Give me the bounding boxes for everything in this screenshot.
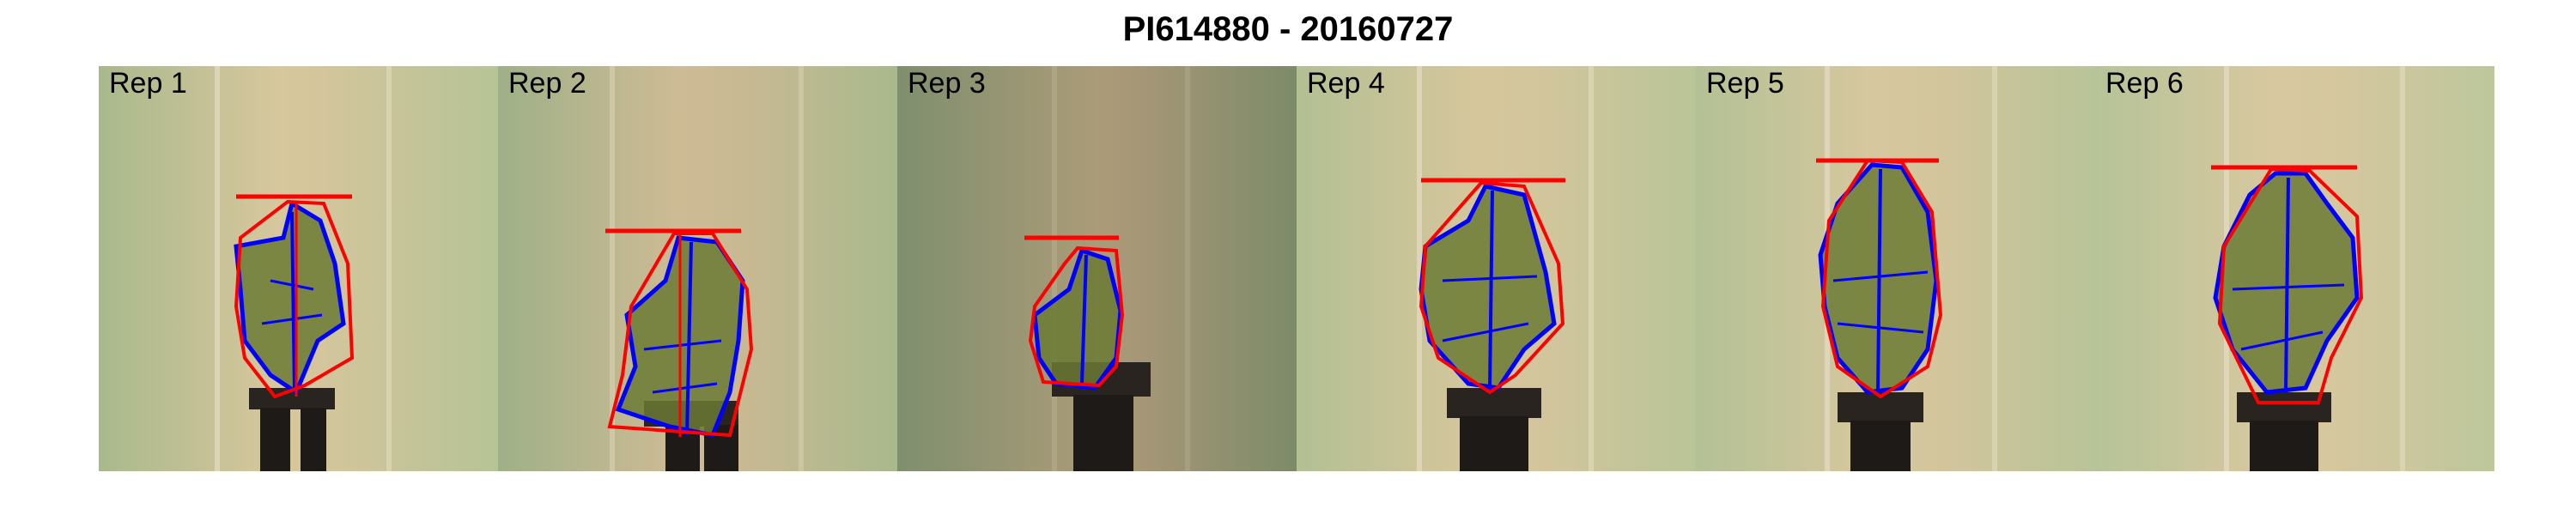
pot [249,388,335,471]
wall-seam [215,66,220,471]
rep-label: Rep 2 [508,67,586,100]
plant [1818,162,1939,395]
rep-label: Rep 4 [1307,67,1385,100]
plant-image-rep-6 [2095,66,2494,471]
panel-rep-5: Rep 5 [1696,66,2095,471]
wall-seam [799,66,804,471]
plant [2213,171,2360,395]
wall-seam [610,66,615,471]
image-strip: Rep 1 [99,66,2494,471]
plant [1032,247,1123,391]
wall-seam [1992,66,1997,471]
rep-label: Rep 6 [2105,67,2184,100]
wall-seam [1589,66,1594,471]
plant-image-rep-5 [1696,66,2095,471]
panel-rep-6: Rep 6 [2095,66,2494,471]
rep-label: Rep 5 [1706,67,1784,100]
panel-rep-3: Rep 3 [897,66,1297,471]
convex-hull [1419,178,1565,395]
panel-rep-4: Rep 4 [1297,66,1696,471]
panel-rep-1: Rep 1 [99,66,498,471]
plant-image-rep-3 [897,66,1297,471]
wall-seam [2400,66,2405,471]
wall-seam [386,66,392,471]
convex-hull [605,228,754,438]
pot [1838,392,1923,471]
wall-seam [1185,66,1190,471]
convex-hull [1816,158,1943,399]
plant-image-rep-1 [99,66,498,471]
plant [1419,184,1557,391]
wall-seam [1417,66,1422,471]
panel-rep-2: Rep 2 [498,66,897,471]
rep-label: Rep 1 [109,67,187,100]
convex-hull [234,194,355,399]
pot [2237,392,2331,471]
plant-image-rep-4 [1297,66,1696,471]
wall-seam [1052,66,1057,471]
plant [234,200,346,396]
figure-title: PI614880 - 20160727 [1122,10,1454,48]
rep-label: Rep 3 [908,67,986,100]
plant-image-rep-2 [498,66,897,471]
convex-hull [2211,165,2364,404]
convex-hull [1024,235,1125,388]
pot [1447,388,1541,471]
